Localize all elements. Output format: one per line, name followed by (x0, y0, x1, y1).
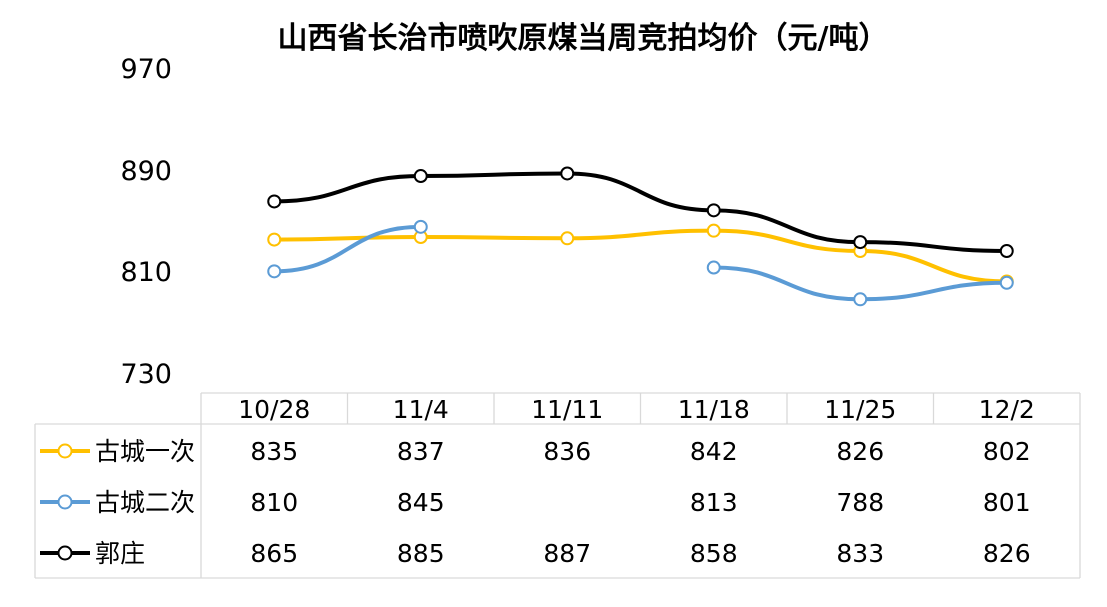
data-table-cell: 885 (397, 539, 445, 568)
data-table-cell: 887 (543, 539, 591, 568)
y-tick-label: 730 (120, 359, 172, 390)
data-point (413, 219, 428, 234)
legend-label: 古城二次 (95, 488, 195, 517)
data-point (267, 194, 282, 209)
data-point (853, 292, 868, 307)
legend-label: 古城一次 (95, 437, 195, 466)
legend-label: 郭庄 (95, 539, 145, 568)
x-category-label: 10/28 (238, 395, 310, 424)
series-line (272, 171, 1009, 253)
series-line (272, 224, 423, 274)
data-table-cell: 835 (250, 437, 298, 466)
data-table-cell: 813 (690, 488, 738, 517)
x-category-label: 11/4 (393, 395, 449, 424)
data-table-cell: 858 (690, 539, 738, 568)
x-category-label: 11/11 (531, 395, 603, 424)
data-point (853, 235, 868, 250)
data-point (706, 223, 721, 238)
data-table-cell: 801 (983, 488, 1031, 517)
data-point (267, 264, 282, 279)
data-point (999, 275, 1014, 290)
legend-key (40, 443, 90, 459)
data-table-cell: 845 (397, 488, 445, 517)
y-tick-label: 890 (120, 156, 172, 187)
legend-key (40, 494, 90, 510)
data-point (267, 232, 282, 247)
data-table-grid (34, 392, 1081, 579)
legend-key (40, 545, 90, 561)
data-point (560, 166, 575, 181)
data-table-cell: 865 (250, 539, 298, 568)
data-point (706, 260, 721, 275)
data-table-cell: 802 (983, 437, 1031, 466)
data-table: 10/28 11/4 11/11 11/18 11/25 12/2 古城一次 835 837 83… (40, 395, 1035, 568)
data-table-cell: 833 (836, 539, 884, 568)
data-table-cell: 788 (836, 488, 884, 517)
x-category-label: 11/25 (824, 395, 896, 424)
y-tick-label: 970 (120, 54, 172, 85)
data-table-cell: 810 (250, 488, 298, 517)
data-point (560, 231, 575, 246)
series-line (272, 228, 1009, 284)
data-point (706, 203, 721, 218)
data-table-cell: 826 (836, 437, 884, 466)
y-tick-label: 810 (120, 257, 172, 288)
x-category-label: 11/18 (678, 395, 750, 424)
data-table-cell: 842 (690, 437, 738, 466)
data-table-cell: 837 (397, 437, 445, 466)
chart-title: 山西省长治市喷吹原煤当周竞拍均价（元/吨） (278, 21, 889, 56)
data-table-cell: 836 (543, 437, 591, 466)
x-category-label: 12/2 (979, 395, 1035, 424)
plot-area (267, 166, 1014, 307)
data-point (999, 244, 1014, 258)
y-axis: 970 890 810 730 (120, 54, 172, 390)
data-point (413, 169, 428, 184)
data-table-cell: 826 (983, 539, 1031, 568)
